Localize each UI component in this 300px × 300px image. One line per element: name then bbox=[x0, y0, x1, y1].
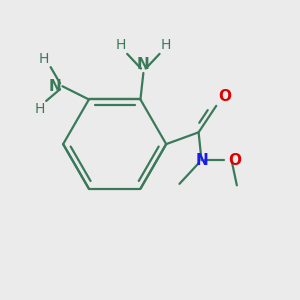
Text: N: N bbox=[137, 56, 150, 71]
Text: N: N bbox=[48, 79, 61, 94]
Text: O: O bbox=[219, 89, 232, 104]
Text: H: H bbox=[161, 38, 171, 52]
Text: H: H bbox=[34, 102, 45, 116]
Text: H: H bbox=[115, 38, 126, 52]
Text: O: O bbox=[228, 153, 241, 168]
Text: N: N bbox=[195, 153, 208, 168]
Text: H: H bbox=[39, 52, 49, 66]
